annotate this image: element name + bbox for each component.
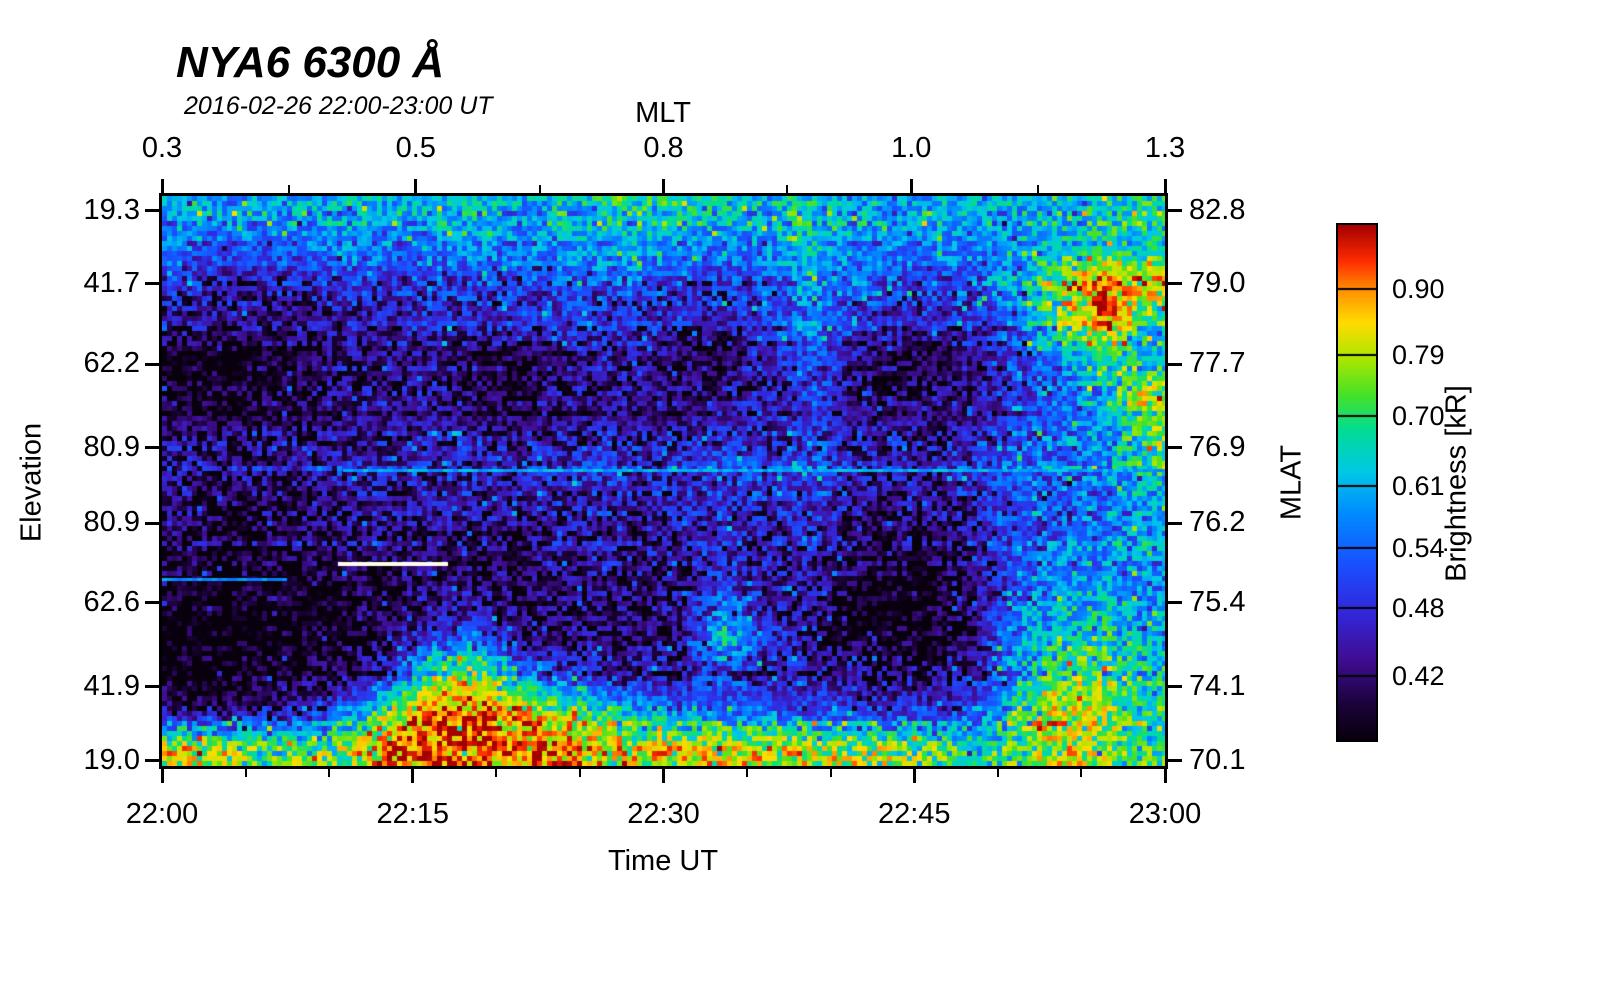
- top-axis-tick: [909, 179, 913, 193]
- right-tick-label: 77.7: [1189, 347, 1246, 380]
- left-axis-tick: [145, 209, 159, 213]
- top-tick-label: 1.0: [891, 132, 932, 164]
- heatmap-plot-area: [159, 193, 1168, 769]
- bottom-tick-label: 22:45: [877, 798, 951, 830]
- left-axis-tick: [145, 601, 159, 605]
- bottom-tick-label: 22:30: [627, 798, 700, 830]
- top-axis-tick: [662, 179, 665, 193]
- top-tick-label: 0.3: [141, 132, 183, 164]
- bottom-axis-tick: [411, 769, 415, 783]
- right-axis-tick: [1168, 362, 1182, 366]
- right-tick-label: 76.2: [1189, 506, 1246, 539]
- top-tick-label: 1.3: [1144, 132, 1186, 164]
- right-axis-tick: [1168, 521, 1182, 525]
- top-axis-tick: [160, 179, 164, 193]
- left-axis-tick: [145, 521, 159, 525]
- colorbar-tick-label: 0.42: [1392, 660, 1445, 691]
- bottom-axis-tick: [1163, 769, 1167, 783]
- top-tick-label: 0.5: [395, 132, 436, 164]
- left-axis-tick: [145, 446, 159, 450]
- top-axis-minor-tick: [786, 185, 789, 193]
- top-axis-label: MLT: [635, 97, 691, 129]
- left-axis-tick: [145, 362, 159, 366]
- colorbar-tick-label: 0.90: [1392, 273, 1445, 304]
- left-tick-label: 80.9: [83, 506, 140, 539]
- left-axis-label: Elevation: [15, 422, 48, 543]
- bottom-axis-minor-tick: [1080, 769, 1083, 777]
- left-tick-label: 19.0: [83, 743, 140, 776]
- bottom-axis-tick: [912, 769, 916, 783]
- plot-title: NYA6 6300 Å: [176, 38, 445, 87]
- bottom-axis-minor-tick: [244, 769, 247, 777]
- left-tick-label: 19.3: [83, 193, 140, 226]
- colorbar-tick-label: 0.61: [1392, 471, 1445, 502]
- bottom-axis-minor-tick: [328, 769, 331, 777]
- bottom-tick-label: 23:00: [1128, 798, 1202, 830]
- left-axis-tick: [145, 282, 159, 286]
- left-tick-label: 62.2: [83, 347, 140, 380]
- top-axis-tick: [1163, 179, 1167, 193]
- right-axis-tick: [1168, 759, 1182, 763]
- heatmap-canvas: [162, 196, 1165, 766]
- colorbar-tick-label: 0.70: [1392, 401, 1445, 432]
- right-tick-label: 74.1: [1189, 669, 1246, 702]
- bottom-tick-label: 22:15: [376, 798, 450, 830]
- right-axis-tick: [1168, 685, 1182, 689]
- bottom-axis-minor-tick: [495, 769, 498, 777]
- bottom-axis-tick: [160, 769, 164, 783]
- top-axis-tick: [414, 179, 418, 193]
- colorbar-tick-label: 0.48: [1392, 592, 1445, 623]
- right-axis-tick: [1168, 601, 1182, 605]
- right-axis-tick: [1168, 282, 1182, 286]
- left-tick-label: 41.9: [83, 669, 140, 702]
- plot-subtitle: 2016-02-26 22:00-23:00 UT: [184, 92, 493, 120]
- left-axis-tick: [145, 759, 159, 763]
- right-tick-label: 82.8: [1189, 193, 1246, 226]
- colorbar-tick-label: 0.79: [1392, 339, 1445, 370]
- top-axis-minor-tick: [538, 185, 541, 193]
- bottom-axis-minor-tick: [996, 769, 999, 777]
- right-tick-label: 76.9: [1189, 430, 1246, 463]
- colorbar-tick-label: 0.54: [1392, 532, 1445, 563]
- bottom-tick-label: 22:00: [125, 798, 199, 830]
- bottom-axis-label: Time UT: [607, 845, 719, 877]
- bottom-axis-minor-tick: [829, 769, 832, 777]
- right-axis-tick: [1168, 446, 1182, 450]
- right-axis-tick: [1168, 209, 1182, 213]
- bottom-axis-tick: [662, 769, 665, 783]
- top-axis-minor-tick: [1037, 185, 1040, 193]
- left-axis-tick: [145, 685, 159, 689]
- left-tick-label: 41.7: [83, 266, 140, 299]
- colorbar: [1336, 223, 1378, 742]
- bottom-axis-minor-tick: [578, 769, 581, 777]
- left-tick-label: 62.6: [83, 585, 140, 618]
- top-tick-label: 0.8: [643, 132, 684, 164]
- top-axis-minor-tick: [287, 185, 290, 193]
- right-tick-label: 79.0: [1189, 266, 1246, 299]
- bottom-axis-minor-tick: [746, 769, 749, 777]
- left-tick-label: 80.9: [83, 430, 140, 463]
- right-tick-label: 70.1: [1189, 743, 1246, 776]
- right-tick-label: 75.4: [1189, 585, 1246, 618]
- colorbar-canvas: [1338, 225, 1376, 740]
